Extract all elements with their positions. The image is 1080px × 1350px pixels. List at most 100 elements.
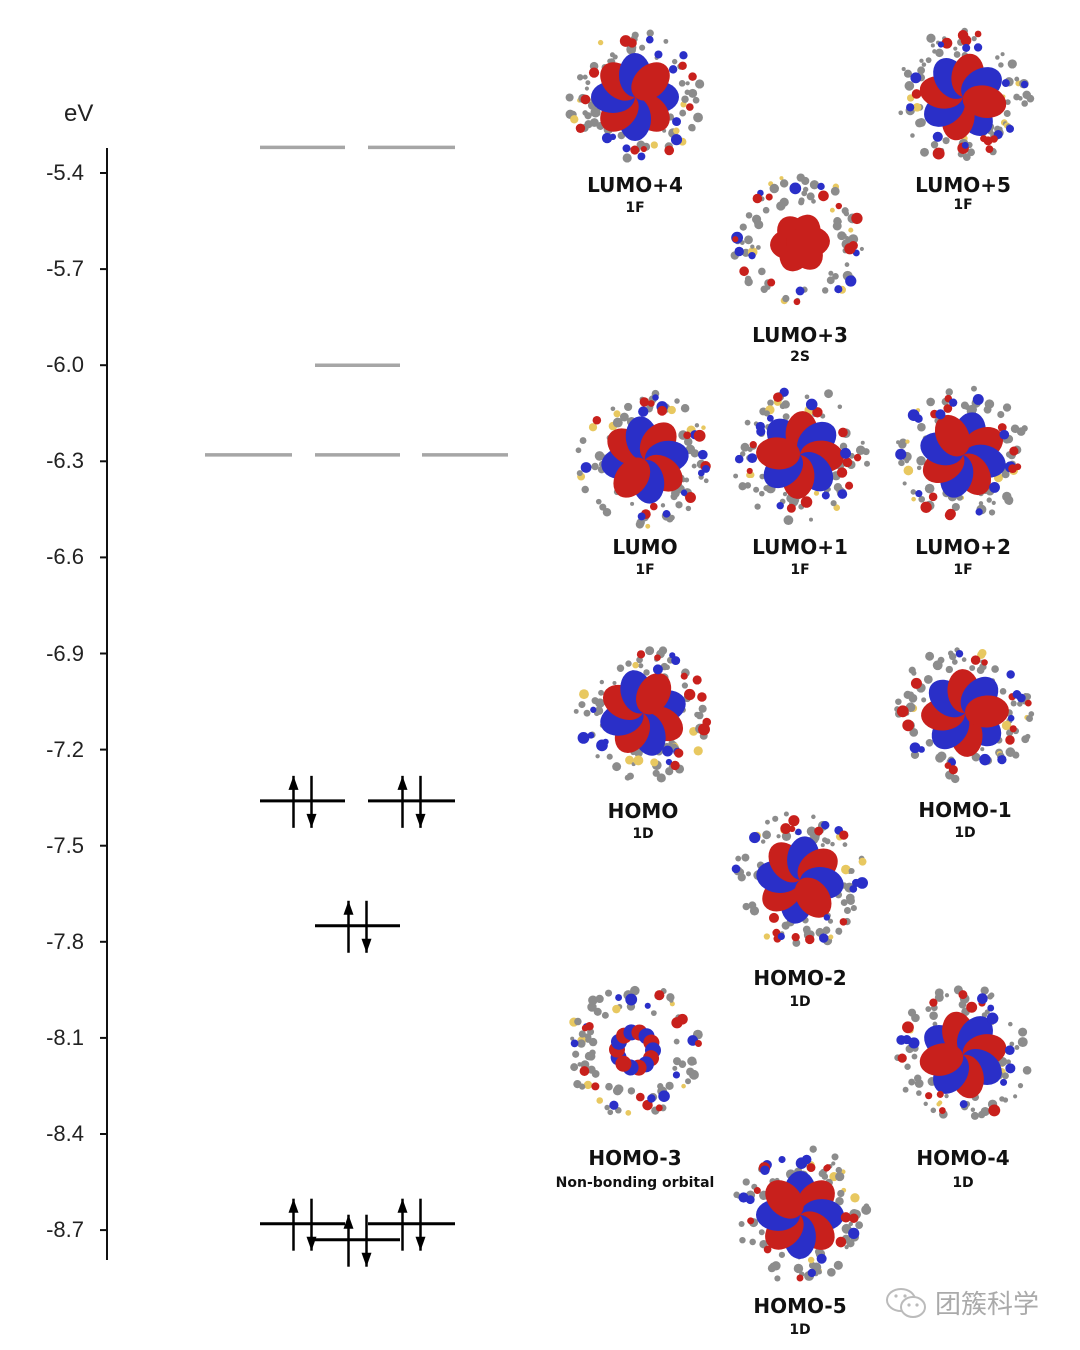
orbital-lobe	[747, 453, 758, 464]
atom	[833, 216, 842, 226]
atom	[626, 772, 634, 780]
orbital-lobe	[765, 193, 773, 201]
spin-down-arrow	[361, 900, 372, 953]
atom	[594, 451, 605, 461]
orbital-lobe	[911, 89, 922, 99]
orbital-lobe	[700, 725, 709, 734]
arrow-head	[306, 1236, 317, 1251]
orbital-lobe	[652, 394, 659, 401]
arrow-head	[361, 938, 372, 953]
atom	[692, 96, 700, 104]
atom	[585, 80, 591, 86]
atom	[758, 1229, 765, 1236]
orbital-lobe	[746, 467, 753, 474]
atom	[916, 455, 926, 466]
orbital-lobe	[625, 993, 638, 1006]
orbital-lobe	[577, 732, 590, 744]
orbital-lobe	[997, 423, 1007, 432]
atom	[754, 503, 761, 510]
atom	[782, 294, 790, 303]
atom	[652, 769, 660, 777]
atom	[1017, 1083, 1024, 1089]
atom	[689, 1069, 699, 1080]
orbital-lobe	[801, 1154, 812, 1165]
atom	[1014, 76, 1020, 82]
atom	[945, 665, 954, 674]
orbital-lobe	[949, 398, 958, 407]
orbital-lobe	[684, 688, 696, 701]
atom	[907, 1008, 917, 1017]
atom	[970, 385, 977, 392]
orbital-lobe	[895, 448, 907, 460]
atom	[999, 688, 1007, 695]
atom	[565, 93, 574, 102]
orbital-isosurface	[575, 389, 711, 529]
orbital-lobe	[685, 103, 694, 111]
orbital-lobe	[915, 490, 923, 498]
y-tick-label: -7.8	[46, 928, 84, 954]
atom	[602, 508, 612, 517]
atom	[778, 1251, 786, 1258]
orbital-lobe	[1005, 1063, 1016, 1074]
atom	[681, 95, 689, 103]
orbital-lobe	[979, 753, 991, 766]
orbital-lobe	[731, 864, 741, 874]
orbital-lobe	[845, 275, 857, 287]
orbital-lobe	[906, 103, 915, 112]
atom	[774, 1275, 781, 1282]
watermark-text: 团簇科学	[935, 1290, 1040, 1320]
orbital-lobe	[609, 1100, 619, 1110]
orbital-lobe	[964, 695, 1009, 728]
orbital-isosurface	[565, 29, 705, 163]
atom	[945, 388, 953, 396]
orbital-lobe	[580, 462, 592, 473]
atom	[798, 197, 805, 204]
atom	[675, 501, 683, 509]
orbital-lobe	[838, 427, 848, 438]
atom	[935, 48, 944, 58]
atom	[904, 81, 915, 91]
orbital-symmetry: 1D	[789, 1322, 811, 1338]
atom	[759, 490, 765, 497]
atom	[802, 186, 809, 193]
orbital-symmetry: 1F	[625, 200, 645, 216]
atom	[944, 1093, 949, 1099]
atom	[859, 246, 864, 252]
atom	[916, 465, 922, 471]
atom	[612, 680, 617, 685]
orbital-lobe	[693, 429, 706, 442]
atom	[762, 830, 772, 840]
orbital-lobe	[925, 1092, 933, 1100]
atom	[624, 402, 633, 412]
atom	[612, 54, 618, 60]
orbital-name: HOMO-1	[918, 798, 1012, 822]
atom	[645, 523, 651, 529]
atom	[733, 473, 739, 479]
orbital-lobe	[896, 705, 909, 718]
atom	[999, 1096, 1005, 1102]
atom	[848, 867, 855, 875]
atom	[695, 79, 705, 89]
atom	[944, 993, 950, 998]
atom	[698, 704, 707, 713]
spin-up-arrow	[397, 775, 408, 828]
atom	[813, 490, 820, 496]
atom	[846, 896, 855, 905]
atom	[762, 206, 770, 214]
atom	[930, 1107, 937, 1114]
orbital-name: HOMO-2	[753, 966, 847, 990]
orbital-lobe	[697, 692, 707, 702]
atom	[898, 110, 904, 116]
orbital-lobe	[959, 1100, 968, 1109]
orbital-lobe	[683, 431, 692, 440]
orbital-lobe	[739, 266, 749, 277]
orbital-lobe	[765, 1180, 804, 1219]
atom	[643, 669, 650, 676]
orbital-lobe	[791, 933, 800, 942]
orbital-lobe	[986, 1012, 999, 1025]
atom	[991, 665, 999, 673]
atom	[673, 1038, 680, 1045]
orbital-lobe	[692, 675, 702, 685]
orbital-lobe	[678, 61, 687, 70]
arrow-head	[343, 1214, 354, 1229]
